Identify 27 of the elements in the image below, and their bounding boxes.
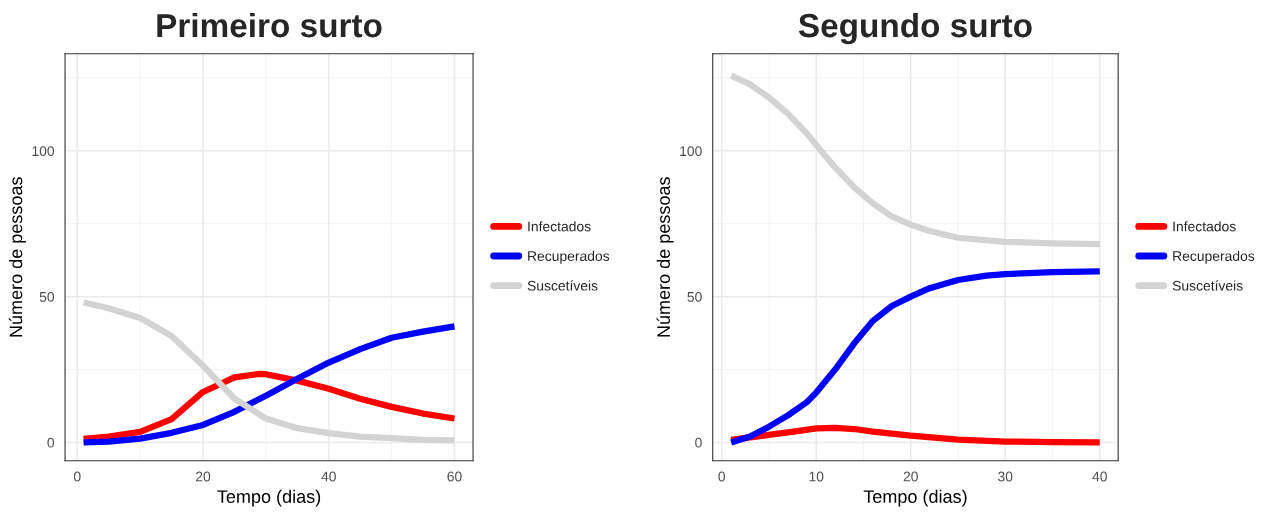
x-tick-label: 0: [718, 471, 726, 482]
x-tick-label: 0: [73, 471, 81, 482]
y-tick-label: 0: [47, 437, 55, 448]
y-tick-label: 50: [687, 291, 702, 302]
x-axis-title: Tempo (dias): [217, 489, 321, 507]
legend-label: Recuperados: [528, 250, 610, 264]
y-tick-label: 50: [39, 291, 55, 302]
x-tick-label: 60: [447, 471, 462, 482]
x-tick-label: 20: [195, 471, 211, 482]
y-tick-label: 100: [32, 146, 55, 157]
y-tick-label: 100: [680, 146, 702, 157]
legend-label: Suscetíveis: [1172, 280, 1243, 291]
chart-title: Segundo surto: [798, 12, 1032, 45]
x-tick-label: 20: [903, 471, 918, 482]
legend-label: Recuperados: [1173, 250, 1255, 264]
x-axis-title: Tempo (dias): [863, 489, 967, 507]
legend-label: Infectados: [1173, 221, 1236, 232]
x-tick-label: 30: [998, 471, 1013, 482]
legend-label: Suscetíveis: [527, 280, 598, 291]
chart-title: Primeiro surto: [157, 12, 382, 38]
y-tick-label: 0: [695, 437, 702, 448]
x-tick-label: 40: [321, 471, 336, 482]
y-axis-title: Número de pessoas: [656, 177, 674, 337]
legend-label: Infectados: [528, 221, 591, 232]
x-tick-label: 10: [809, 471, 824, 482]
x-tick-label: 40: [1092, 471, 1107, 482]
y-axis-title: Número de pessoas: [8, 177, 26, 337]
